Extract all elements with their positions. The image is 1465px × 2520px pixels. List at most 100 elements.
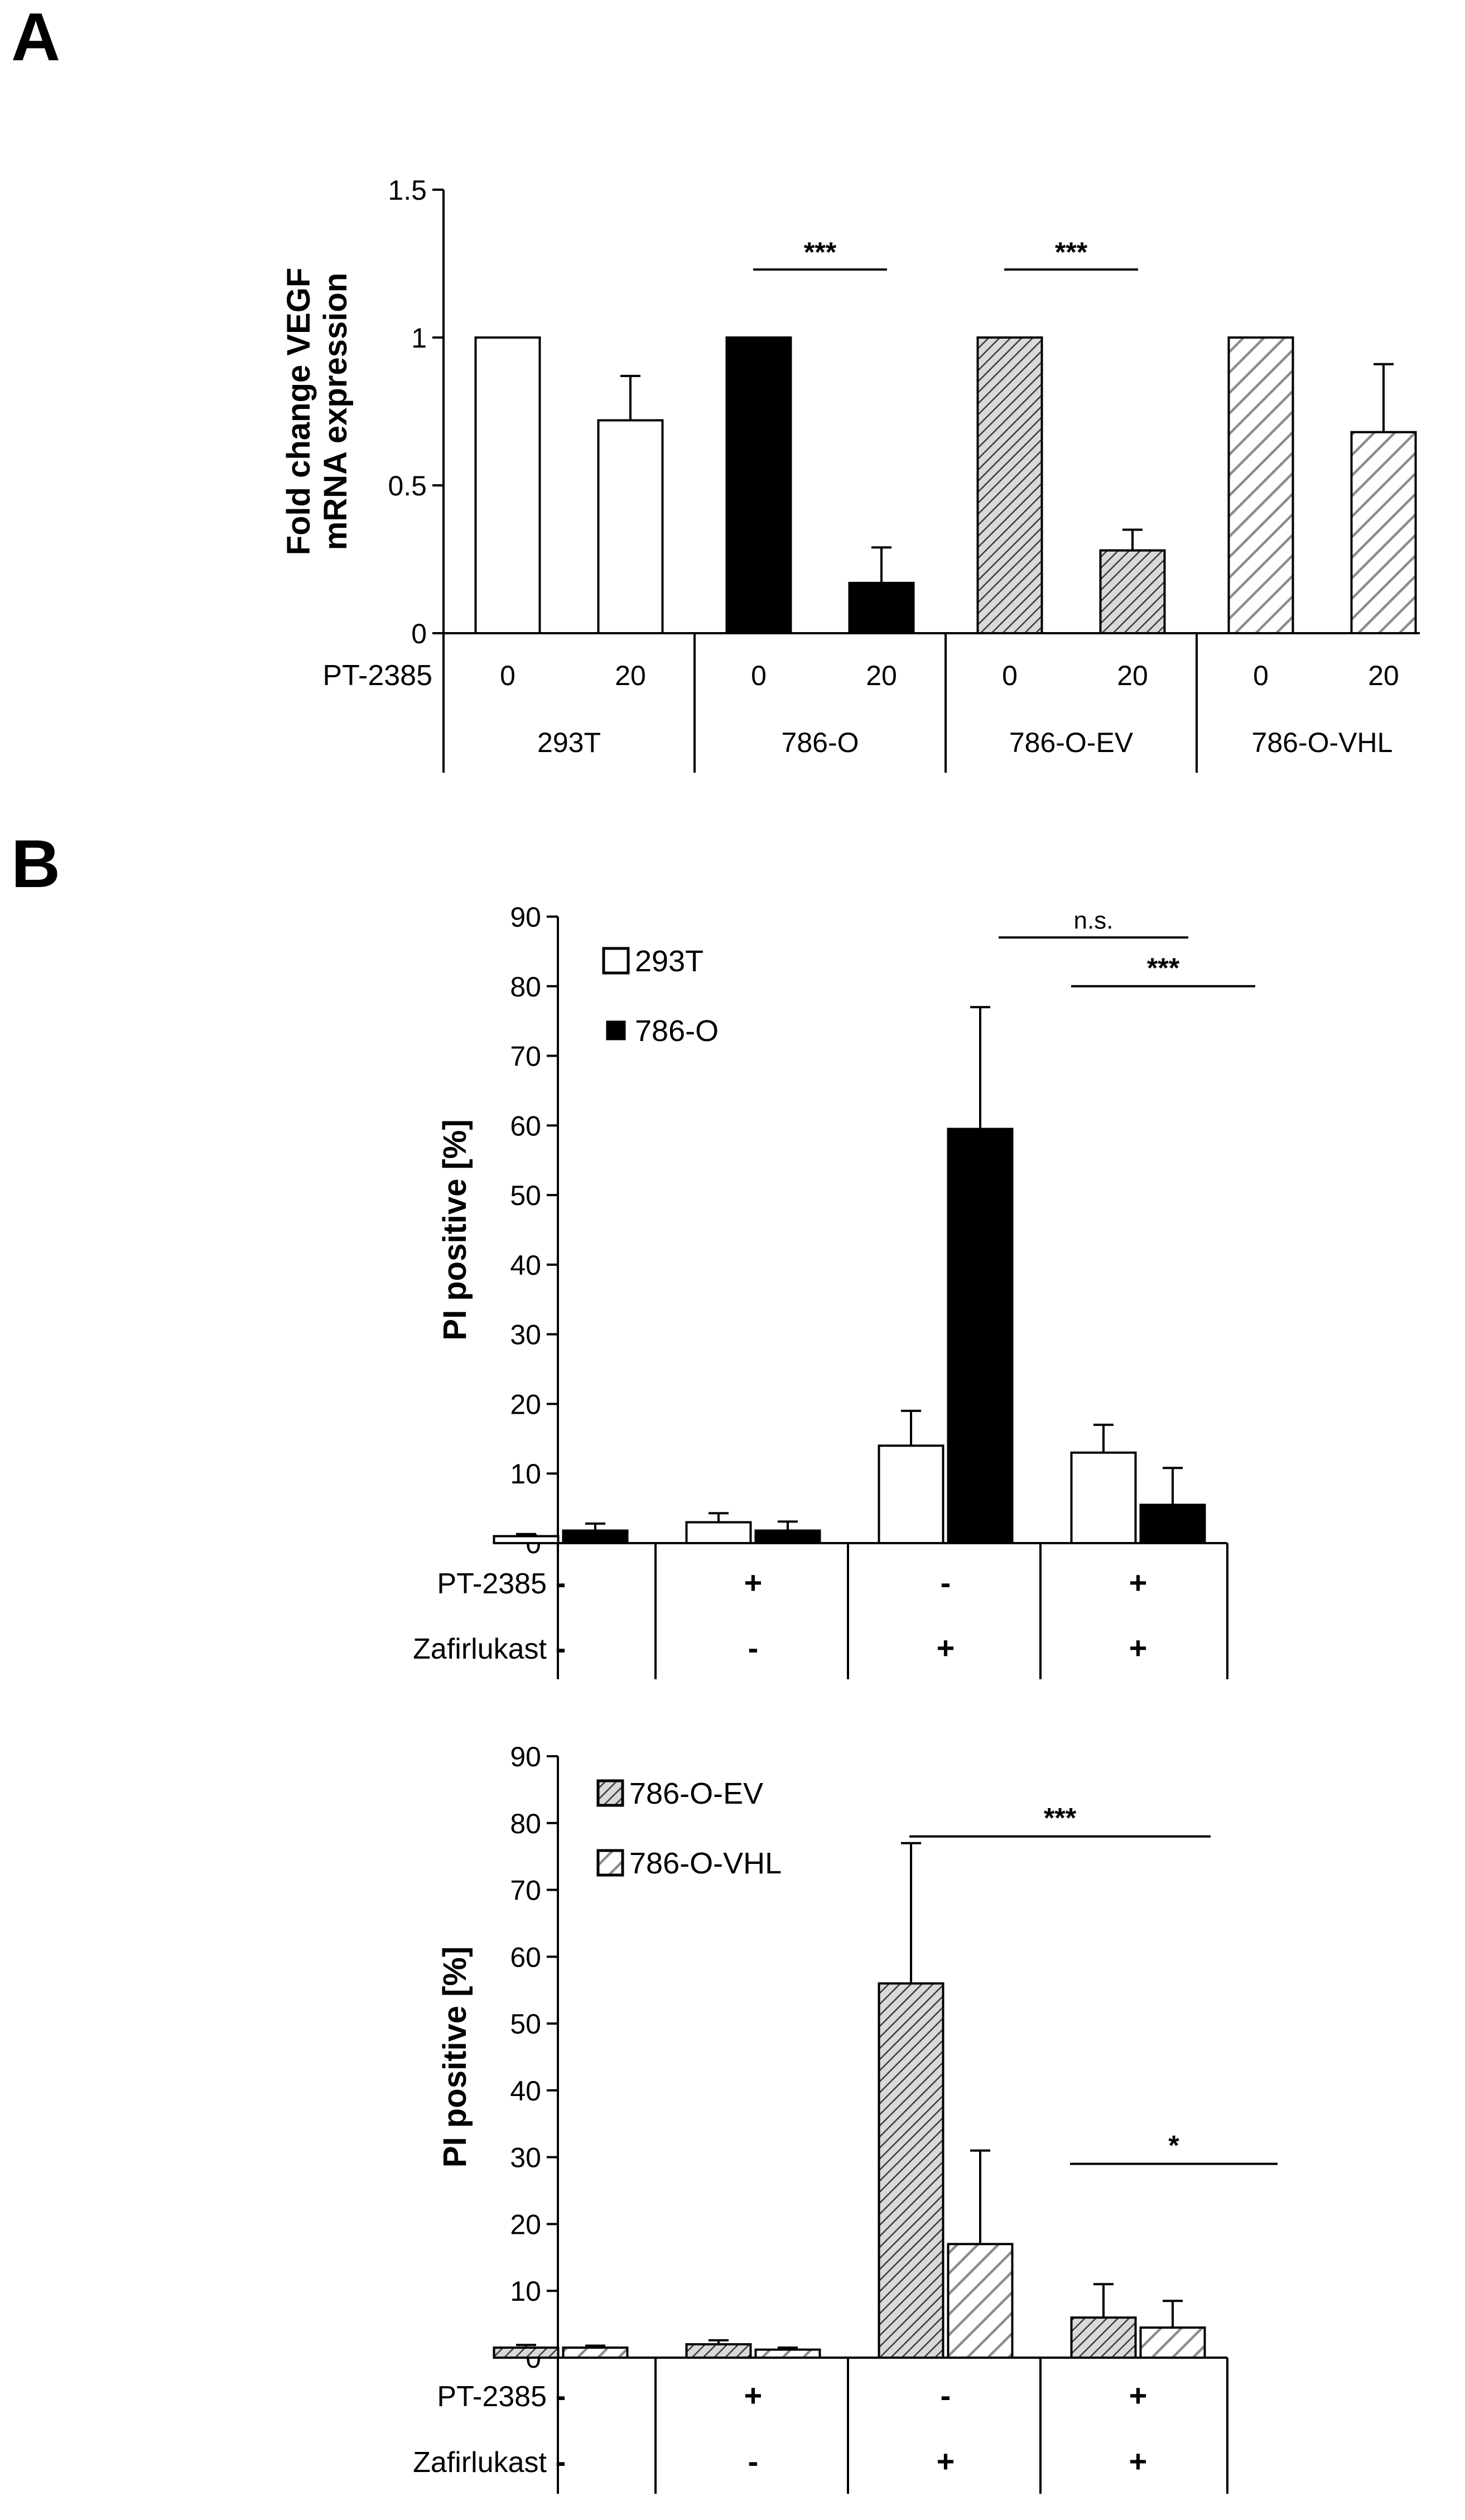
significance-label: *** (804, 237, 837, 268)
y-axis-label-line-1: Fold change VEGF (281, 268, 317, 556)
bar-293t-4 (1070, 1451, 1137, 1544)
legend-swatch-786-o (606, 1020, 626, 1040)
zafirlukast-sign: - (556, 1630, 566, 1665)
y-tick-label: 70 (510, 1041, 541, 1072)
y-tick-label: 90 (510, 1741, 541, 1772)
panel-label-a: A (11, 0, 60, 75)
row-label-pt-2385: PT-2385 (437, 2381, 547, 2413)
y-tick-label: 10 (510, 2276, 541, 2307)
zafirlukast-sign: + (1129, 2444, 1148, 2479)
chart-a: 0 0.5 1 1.5 Fold change VEGFmRNA expression P… (281, 175, 1420, 773)
y-tick-label: 50 (510, 1180, 541, 1211)
y-tick-label: 30 (510, 2142, 541, 2174)
group-label-786-o-ev: 786-O-EV (1009, 727, 1134, 758)
dose-label: 0 (1253, 660, 1269, 691)
treatment-label: PT-2385 (322, 659, 432, 692)
bar-293t-3 (878, 1444, 944, 1544)
row-label-zafirlukast: Zafirlukast (413, 2446, 547, 2479)
dose-label: 0 (500, 660, 515, 691)
bar-786-o-vhl-1 (562, 2346, 629, 2359)
y-tick-label: 10 (510, 1458, 541, 1490)
pt-2385-sign: + (744, 2378, 763, 2413)
bar-786-o-1 (562, 1529, 629, 1545)
pt-2385-sign: - (556, 2378, 566, 2413)
bar-786-o-ev-4 (1070, 2316, 1137, 2359)
pt-2385-sign: + (1129, 1565, 1148, 1600)
y-tick-label: 30 (510, 1319, 541, 1351)
zafirlukast-sign: + (937, 1630, 955, 1665)
bar-786-o-0 (725, 336, 792, 634)
y-tick-label: 60 (510, 1941, 541, 1973)
y-axis-label: Fold change VEGFmRNA expression (281, 268, 354, 556)
y-tick-label: 60 (510, 1110, 541, 1141)
zafirlukast-sign: + (1129, 1630, 1148, 1665)
bar-786-o-vhl-0 (1227, 336, 1294, 634)
bar-786-o-ev-0 (976, 336, 1043, 634)
pt-2385-sign: - (556, 1565, 566, 1600)
y-tick-label: 80 (510, 1808, 541, 1839)
bar-786-o-3 (947, 1128, 1014, 1545)
dose-label: 20 (615, 660, 646, 691)
bar-786-o-vhl-4 (1139, 2326, 1206, 2359)
significance-label: * (1168, 2130, 1179, 2161)
zafirlukast-sign: + (937, 2444, 955, 2479)
panel-label-b: B (11, 826, 60, 902)
bar-293t-1 (493, 1535, 560, 1544)
bar-786-o-ev-3 (878, 1982, 944, 2359)
bar-786-o-ev-20 (1099, 549, 1166, 634)
dose-label: 0 (751, 660, 767, 691)
pt-2385-sign: - (941, 1565, 951, 1600)
pt-2385-sign: + (744, 1565, 763, 1600)
legend-label-293t: 293T (635, 945, 703, 978)
significance-label: n.s. (1074, 907, 1114, 934)
bar-786-o-vhl-3 (947, 2243, 1014, 2359)
group-label-786-o: 786-O (782, 727, 859, 758)
chart-b-top: 0102030405060708090PI positive [%]PT-238… (413, 902, 1255, 1679)
y-axis-label: PI positive [%] (437, 1946, 473, 2167)
significance-label: *** (1055, 237, 1088, 268)
y-tick-label: 0 (411, 618, 427, 649)
group-label-293t: 293T (537, 727, 601, 758)
legend-swatch-786-o-vhl (596, 1849, 624, 1877)
row-label-pt-2385: PT-2385 (437, 1568, 547, 1600)
bar-786-o-ev-2 (685, 2343, 752, 2359)
pt-2385-sign: + (1129, 2378, 1148, 2413)
y-tick-label: 40 (510, 1250, 541, 1281)
y-tick-label: 20 (510, 1389, 541, 1420)
row-label-zafirlukast: Zafirlukast (413, 1633, 547, 1665)
dose-label: 0 (1002, 660, 1018, 691)
legend-label-786-o-vhl: 786-O-VHL (629, 1847, 782, 1880)
zafirlukast-sign: - (748, 1630, 759, 1665)
legend-swatch-293t (602, 947, 630, 975)
y-tick-label: 90 (510, 902, 541, 933)
y-tick-label: 20 (510, 2209, 541, 2240)
bar-786-o-20 (848, 581, 915, 635)
legend-swatch-786-o-ev (596, 1779, 624, 1807)
bar-786-o-ev-1 (493, 2346, 560, 2359)
y-tick-label: 1.5 (388, 175, 427, 206)
significance-label: *** (1044, 1803, 1077, 1834)
y-axis-label: PI positive [%] (437, 1119, 473, 1340)
y-axis-label-line-2: mRNA expression (317, 273, 354, 550)
y-tick-label: 80 (510, 971, 541, 1003)
legend-label-786-o-ev: 786-O-EV (629, 1777, 763, 1810)
significance-label: *** (1147, 952, 1180, 984)
y-tick-label: 0.5 (388, 470, 427, 502)
legend-label-786-o: 786-O (635, 1014, 719, 1048)
group-label-786-o-vhl: 786-O-VHL (1252, 727, 1393, 758)
bar-786-o-4 (1139, 1504, 1206, 1545)
bar-786-o-vhl-20 (1350, 431, 1417, 634)
chart-b-bottom: 0102030405060708090PI positive [%]PT-238… (413, 1741, 1278, 2494)
y-tick-label: 1 (411, 322, 427, 354)
dose-label: 20 (1117, 660, 1148, 691)
y-tick-label: 40 (510, 2075, 541, 2107)
pt-2385-sign: - (941, 2378, 951, 2413)
zafirlukast-sign: - (556, 2444, 566, 2479)
y-tick-label: 70 (510, 1875, 541, 1906)
dose-label: 20 (1368, 660, 1399, 691)
bar-293t-20 (597, 419, 664, 635)
bar-786-o-vhl-2 (754, 2348, 821, 2359)
bar-293t-2 (685, 1521, 752, 1544)
dose-label: 20 (866, 660, 897, 691)
